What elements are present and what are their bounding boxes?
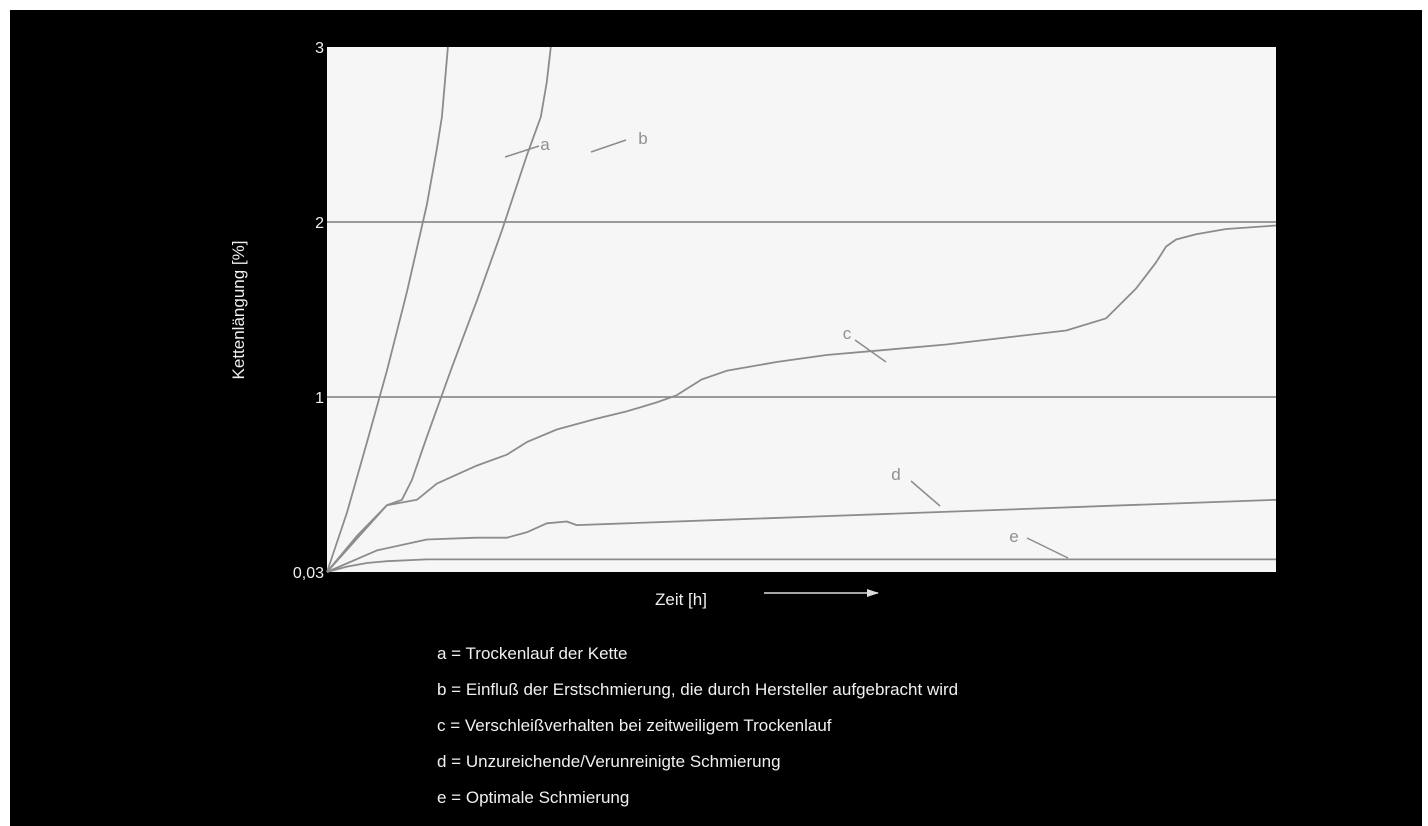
series-line-c: [326, 224, 1277, 573]
curve-label-b: b: [638, 129, 647, 148]
callout-leader-b: [590, 139, 627, 153]
callout-leader-e: [1026, 537, 1069, 559]
curve-label-c: c: [843, 324, 852, 343]
series-line-d: [326, 498, 1277, 573]
series-line-a: [326, 46, 449, 573]
callout-leader-a: [504, 145, 540, 158]
legend-item: a = Trockenlauf der Kette: [437, 643, 958, 679]
legend-key: c =: [437, 716, 461, 735]
grid-lines: [327, 221, 1276, 398]
legend-text: Trockenlauf der Kette: [465, 644, 628, 663]
curve-callouts: a b c d e: [504, 129, 1069, 559]
legend-key: d =: [437, 752, 462, 771]
curve-label-d: d: [891, 465, 900, 484]
y-tick-label: 0,03: [293, 565, 324, 582]
legend-text: Unzureichende/Verunreinigte Schmierung: [465, 752, 781, 771]
legend-key: a =: [437, 644, 462, 663]
legend: a = Trockenlauf der Kette b = Einfluß der…: [437, 643, 958, 823]
legend-text: Einfluß der Erstschmierung, die durch He…: [465, 680, 959, 699]
legend-item: d = Unzureichende/Verunreinigte Schmieru…: [437, 751, 958, 787]
callout-leader-c: [854, 339, 887, 363]
curve-label-e: e: [1009, 527, 1018, 546]
x-axis-label: Zeit [h]: [655, 590, 707, 609]
series-lines: [326, 46, 1277, 573]
legend-key: b =: [437, 680, 462, 699]
y-tick-label: 3: [315, 40, 324, 57]
callout-leader-d: [910, 480, 941, 507]
legend-item: c = Verschleißverhalten bei zeitweiligem…: [437, 715, 958, 751]
series-line-e: [326, 558, 1276, 573]
legend-key: e =: [437, 788, 462, 807]
plot-area: [327, 47, 1276, 572]
legend-text: Optimale Schmierung: [465, 788, 630, 807]
curve-label-a: a: [540, 135, 550, 154]
legend-item: b = Einfluß der Erstschmierung, die durc…: [437, 679, 958, 715]
y-tick-label: 2: [315, 215, 324, 232]
y-tick-label: 1: [315, 390, 324, 407]
legend-text: Verschleißverhalten bei zeitweiligem Tro…: [464, 716, 832, 735]
legend-item: e = Optimale Schmierung: [437, 787, 958, 823]
y-axis-ticks: 0,03 1 2 3: [293, 40, 324, 582]
y-axis-label: Kettenlängung [%]: [229, 241, 248, 380]
